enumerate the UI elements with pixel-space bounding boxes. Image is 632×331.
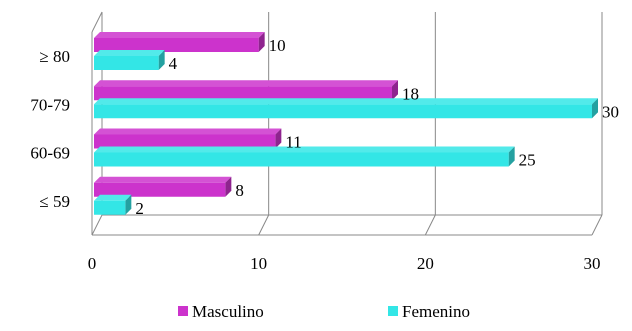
bar-masculino [94, 38, 259, 52]
bar-masculino [94, 86, 392, 100]
bar-top-femenino [94, 195, 131, 201]
data-label: 18 [402, 84, 419, 103]
bar-top-masculino [94, 177, 231, 183]
data-label: 30 [602, 102, 619, 121]
bar-femenino [94, 153, 509, 167]
bar-masculino [94, 135, 275, 149]
x-tick-label: 10 [250, 254, 267, 273]
bar-top-femenino [94, 147, 515, 153]
gridline-floor-10 [259, 215, 269, 235]
x-tick-label: 20 [417, 254, 434, 273]
bar-top-masculino [94, 80, 398, 86]
bar-femenino [94, 56, 159, 70]
bar-top-femenino [94, 98, 598, 104]
data-label: 2 [135, 199, 144, 218]
gridline-floor-30 [592, 215, 602, 235]
gridline-floor-20 [425, 215, 435, 235]
data-label: 4 [169, 54, 178, 73]
legend-label: Masculino [192, 302, 264, 321]
legend-label: Femenino [402, 302, 470, 321]
data-label: 8 [235, 181, 244, 200]
category-label: ≥ 80 [39, 47, 70, 66]
bar-masculino [94, 183, 225, 197]
category-label: 70-79 [30, 95, 70, 114]
legend-swatch-femenino [388, 306, 398, 316]
bar-top-masculino [94, 32, 265, 38]
category-label: ≤ 59 [39, 192, 70, 211]
bar-femenino [94, 201, 125, 215]
bar-top-femenino [94, 50, 165, 56]
legend: Masculino Femenino [178, 302, 470, 321]
bar-top-masculino [94, 129, 281, 135]
x-tick-label: 30 [584, 254, 601, 273]
data-label: 11 [285, 133, 301, 152]
bar-femenino [94, 104, 592, 118]
gridline-floor-0 [92, 215, 102, 235]
legend-swatch-masculino [178, 306, 188, 316]
data-label: 10 [269, 36, 286, 55]
category-label: 60-69 [30, 144, 70, 163]
x-tick-label: 0 [88, 254, 97, 273]
left-wall-top [92, 12, 102, 32]
data-label: 25 [519, 151, 536, 170]
